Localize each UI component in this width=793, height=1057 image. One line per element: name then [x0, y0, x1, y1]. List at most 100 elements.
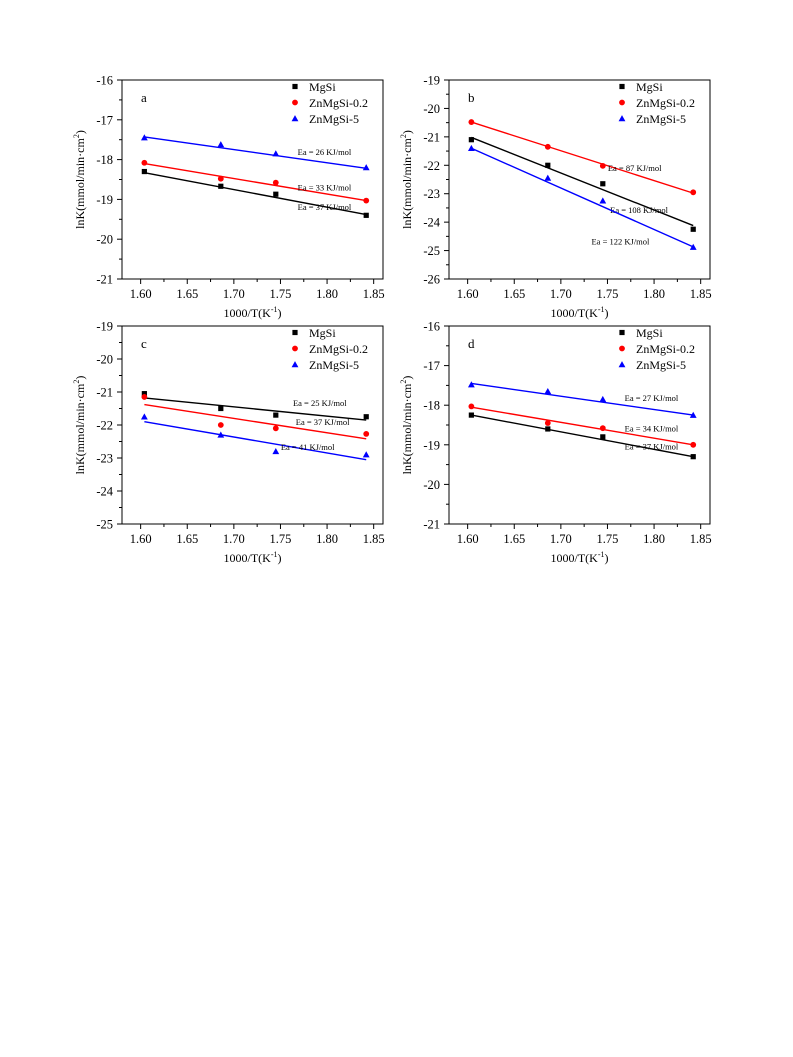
- y-tick-label: -25: [423, 244, 440, 258]
- legend-marker: [292, 83, 298, 90]
- legend-label: ZnMgSi-0.2: [309, 342, 368, 356]
- y-tick-label: -21: [423, 518, 440, 532]
- legend-marker: [619, 99, 625, 106]
- y-tick-label: -17: [96, 113, 113, 127]
- x-tick-label: 1.85: [690, 287, 712, 301]
- ea-annotation: Ea = 26 KJ/mol: [298, 147, 352, 157]
- ea-annotation: Ea = 37 KJ/mol: [296, 417, 350, 427]
- fit-line: [471, 121, 694, 194]
- chart-panel-c: 1.60 1.65 1.70 1.75 1.80 1.85 -25 -24 -23 -22 -21 -…: [72, 320, 385, 566]
- x-tick-label: 1.60: [130, 287, 152, 301]
- y-tick-label: -18: [423, 399, 440, 413]
- panel-label: a: [141, 90, 147, 105]
- legend-marker: [292, 345, 298, 352]
- data-point: [468, 137, 474, 143]
- legend-label: ZnMgSi-5: [636, 358, 686, 372]
- series-znmgsi-5: Ea = 41 KJ/mol: [140, 413, 370, 461]
- legend-label: ZnMgSi-5: [309, 358, 359, 372]
- y-tick-label: -20: [96, 353, 113, 367]
- ea-annotation: Ea = 108 KJ/mol: [610, 205, 669, 215]
- x-tick-label: 1.85: [690, 532, 712, 546]
- data-point: [362, 164, 370, 171]
- ea-annotation: Ea = 41 KJ/mol: [281, 442, 335, 452]
- legend-label: MgSi: [636, 326, 663, 340]
- chart-panel-b: 1.60 1.65 1.70 1.75 1.80 1.85 -26 -25 -24 -23 -22 -…: [399, 74, 712, 321]
- data-point: [273, 412, 279, 418]
- ea-annotation: Ea = 37 KJ/mol: [625, 442, 679, 452]
- data-point: [140, 134, 148, 141]
- x-tick-label: 1.65: [176, 287, 198, 301]
- legend-label: ZnMgSi-5: [636, 112, 686, 126]
- y-axis-label: lnK(mmol/min·cm2): [72, 376, 87, 475]
- y-tick-label: -26: [423, 273, 440, 287]
- fit-line: [471, 382, 694, 416]
- x-tick-label: 1.65: [176, 532, 198, 546]
- legend-label: ZnMgSi-0.2: [636, 96, 695, 110]
- ea-annotation: Ea = 27 KJ/mol: [625, 393, 679, 403]
- x-tick-label: 1.80: [316, 287, 338, 301]
- data-point: [217, 431, 225, 438]
- y-tick-label: -16: [423, 320, 440, 334]
- fit-line: [471, 147, 694, 248]
- data-point: [689, 243, 697, 250]
- data-point: [600, 434, 606, 440]
- data-point: [217, 175, 224, 182]
- data-point: [272, 179, 279, 186]
- y-tick-label: -16: [96, 74, 113, 88]
- legend-marker: [619, 345, 625, 352]
- data-point: [600, 181, 606, 187]
- y-tick-label: -17: [423, 359, 440, 373]
- y-tick-label: -21: [423, 130, 440, 144]
- data-point: [544, 420, 551, 426]
- legend: MgSi ZnMgSi-0.2 ZnMgSi-5: [291, 80, 368, 126]
- legend-marker: [292, 99, 298, 106]
- y-axis-label: lnK(mmol/min·cm2): [399, 376, 414, 475]
- data-point: [544, 143, 551, 150]
- data-point: [141, 168, 147, 175]
- y-tick-label: -19: [423, 74, 440, 88]
- data-point: [272, 425, 279, 432]
- data-point: [690, 441, 697, 448]
- fit-line: [471, 406, 694, 446]
- series-znmgsi-5: Ea = 122 KJ/mol: [467, 144, 697, 250]
- legend-marker: [618, 115, 626, 122]
- y-tick-label: -22: [423, 159, 440, 173]
- y-tick-label: -18: [96, 153, 113, 167]
- data-point: [362, 451, 370, 458]
- fit-line: [144, 136, 367, 170]
- x-tick-label: 1.85: [363, 532, 385, 546]
- series-znmgsi-0-2: Ea = 37 KJ/mol: [141, 394, 370, 440]
- y-tick-label: -20: [423, 102, 440, 116]
- legend: MgSi ZnMgSi-0.2 ZnMgSi-5: [618, 326, 695, 372]
- y-tick-label: -19: [423, 438, 440, 452]
- data-point: [544, 174, 552, 181]
- data-point: [141, 391, 147, 397]
- data-point: [467, 381, 475, 388]
- data-point: [363, 431, 370, 437]
- data-point: [218, 183, 224, 189]
- legend-label: MgSi: [309, 326, 336, 340]
- series-znmgsi-0-2: Ea = 87 KJ/mol: [468, 119, 697, 196]
- ea-annotation: Ea = 33 KJ/mol: [298, 183, 352, 193]
- x-tick-label: 1.85: [363, 287, 385, 301]
- data-point: [599, 395, 607, 402]
- x-axis-label: 1000/T(K-1): [551, 550, 609, 565]
- x-tick-label: 1.65: [503, 287, 525, 301]
- y-axis-label: lnK(mmol/min·cm2): [399, 130, 414, 229]
- y-tick-label: -21: [96, 386, 113, 400]
- y-tick-label: -20: [423, 478, 440, 492]
- y-tick-label: -22: [96, 419, 113, 433]
- ea-annotation: Ea = 122 KJ/mol: [591, 236, 650, 246]
- legend-label: MgSi: [309, 80, 336, 94]
- series-mgsi: Ea = 37 KJ/mol: [141, 168, 369, 218]
- series-znmgsi-0-2: Ea = 34 KJ/mol: [468, 403, 697, 448]
- x-tick-label: 1.70: [550, 532, 572, 546]
- data-point: [363, 414, 369, 420]
- y-tick-label: -23: [423, 187, 440, 201]
- y-tick-label: -19: [96, 193, 113, 207]
- x-tick-label: 1.75: [597, 532, 619, 546]
- fit-line: [144, 403, 367, 440]
- series-mgsi: Ea = 37 KJ/mol: [468, 412, 696, 460]
- legend-label: ZnMgSi-0.2: [636, 342, 695, 356]
- legend: MgSi ZnMgSi-0.2 ZnMgSi-5: [618, 80, 695, 126]
